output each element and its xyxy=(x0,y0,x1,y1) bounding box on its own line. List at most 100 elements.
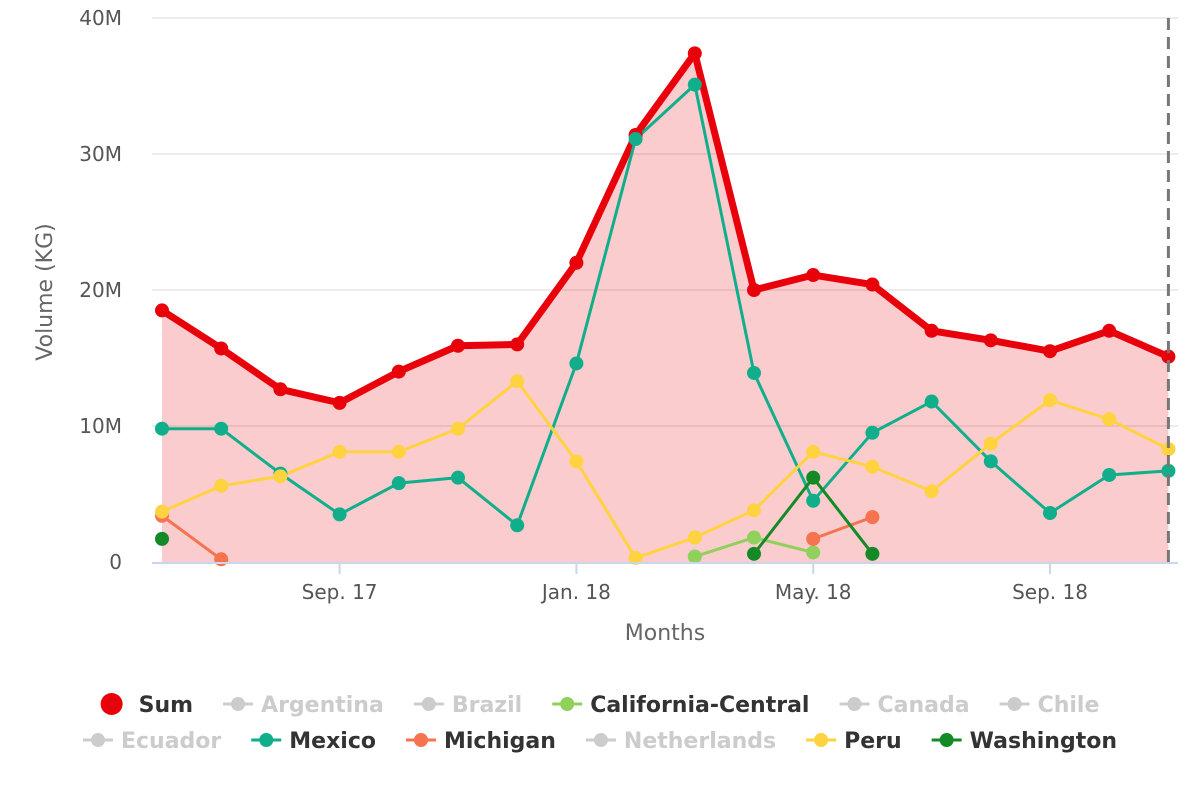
x-axis-title: Months xyxy=(625,621,705,646)
legend-label: Washington xyxy=(970,729,1117,754)
data-point-sum[interactable] xyxy=(1043,344,1057,359)
legend-symbol xyxy=(560,697,575,711)
data-point-washington[interactable] xyxy=(865,546,880,561)
legend-item-california-central[interactable]: California-Central xyxy=(552,693,809,718)
x-tick-label: Jan. 18 xyxy=(540,580,611,604)
data-point-mexico[interactable] xyxy=(391,476,406,491)
legend-item-sum[interactable]: Sum xyxy=(100,693,193,718)
data-point-washington[interactable] xyxy=(806,470,821,485)
legend-item-washington[interactable]: Washington xyxy=(931,729,1117,754)
data-point-mexico[interactable] xyxy=(214,421,229,436)
data-point-peru[interactable] xyxy=(1102,412,1117,427)
legend-item-mexico[interactable]: Mexico xyxy=(251,729,376,754)
data-point-peru[interactable] xyxy=(451,421,465,436)
data-point-mexico[interactable] xyxy=(155,421,169,436)
legend-label: California-Central xyxy=(590,693,809,718)
data-point-sum[interactable] xyxy=(865,277,880,292)
legend-symbol xyxy=(847,697,862,711)
data-point-peru[interactable] xyxy=(687,530,702,545)
data-point-peru[interactable] xyxy=(628,550,643,565)
data-point-peru[interactable] xyxy=(747,503,761,518)
data-point-peru[interactable] xyxy=(1161,442,1176,457)
data-point-peru[interactable] xyxy=(214,478,229,493)
data-point-sum[interactable] xyxy=(806,268,821,283)
data-point-mexico[interactable] xyxy=(924,394,939,409)
legend-label: Chile xyxy=(1038,693,1100,718)
series-line-mexico xyxy=(160,83,1170,527)
data-point-peru[interactable] xyxy=(569,454,584,469)
legend-symbol xyxy=(231,697,246,711)
data-point-mexico[interactable] xyxy=(1102,467,1117,482)
legend-item-chile[interactable]: Chile xyxy=(999,693,1100,718)
data-point-washington[interactable] xyxy=(747,546,761,561)
legend-symbol xyxy=(90,733,105,747)
data-point-sum[interactable] xyxy=(332,395,347,410)
data-point-mexico[interactable] xyxy=(332,507,347,522)
data-point-peru[interactable] xyxy=(332,444,347,459)
data-point-sum[interactable] xyxy=(451,338,465,353)
x-tick-label: May. 18 xyxy=(775,580,852,604)
legend-item-ecuador[interactable]: Ecuador xyxy=(82,729,221,754)
data-point-mexico[interactable] xyxy=(628,132,643,147)
legend-label: Argentina xyxy=(261,693,384,718)
data-point-sum[interactable] xyxy=(687,46,702,61)
data-point-mexico[interactable] xyxy=(687,77,702,92)
legend-symbol xyxy=(593,733,608,747)
data-point-sum[interactable] xyxy=(155,303,169,318)
data-point-mexico[interactable] xyxy=(451,470,465,485)
data-point-mexico[interactable] xyxy=(865,425,880,440)
data-point-sum[interactable] xyxy=(510,337,525,352)
data-point-peru[interactable] xyxy=(806,444,821,459)
data-point-sum[interactable] xyxy=(924,323,939,338)
y-tick-label: 0 xyxy=(109,550,122,574)
legend-label: Netherlands xyxy=(624,729,776,754)
legend-label: Sum xyxy=(139,693,193,718)
x-tick-label: Sep. 18 xyxy=(1012,580,1088,604)
data-point-mexico[interactable] xyxy=(1161,463,1176,478)
data-point-mexico[interactable] xyxy=(510,518,525,533)
data-point-peru[interactable] xyxy=(273,469,288,484)
data-point-mexico[interactable] xyxy=(747,365,761,380)
data-point-washington[interactable] xyxy=(155,531,169,546)
legend-item-argentina[interactable]: Argentina xyxy=(223,693,384,718)
legend-label: Ecuador xyxy=(121,729,221,754)
legend-symbol xyxy=(814,733,829,747)
legend-label: Brazil xyxy=(452,693,522,718)
legend-item-brazil[interactable]: Brazil xyxy=(413,693,522,718)
data-point-peru[interactable] xyxy=(510,374,525,389)
data-point-sum[interactable] xyxy=(1161,349,1176,364)
data-point-california-central[interactable] xyxy=(687,549,702,564)
data-point-sum[interactable] xyxy=(214,341,229,356)
data-point-michigan[interactable] xyxy=(865,510,880,525)
series-area-sum xyxy=(162,53,1169,563)
data-point-california-central[interactable] xyxy=(747,530,761,545)
data-point-sum[interactable] xyxy=(1102,323,1117,338)
data-point-mexico[interactable] xyxy=(983,454,998,469)
data-point-peru[interactable] xyxy=(983,436,998,451)
legend-item-peru[interactable]: Peru xyxy=(806,729,902,754)
data-point-mexico[interactable] xyxy=(806,493,821,508)
legend-item-canada[interactable]: Canada xyxy=(839,693,970,718)
data-point-peru[interactable] xyxy=(865,459,880,474)
data-point-peru[interactable] xyxy=(924,484,939,499)
series-line-peru xyxy=(160,379,1170,560)
data-point-sum[interactable] xyxy=(273,382,288,397)
data-point-sum[interactable] xyxy=(391,364,406,379)
data-point-sum[interactable] xyxy=(983,333,998,348)
series-areas xyxy=(162,53,1169,563)
data-point-peru[interactable] xyxy=(391,444,406,459)
data-point-mexico[interactable] xyxy=(569,356,584,371)
legend-item-netherlands[interactable]: Netherlands xyxy=(585,729,776,754)
data-point-mexico[interactable] xyxy=(1043,506,1057,521)
series-line-sum xyxy=(158,49,1172,407)
data-point-peru[interactable] xyxy=(1043,393,1057,408)
legend-item-michigan[interactable]: Michigan xyxy=(405,729,556,754)
data-point-sum[interactable] xyxy=(747,283,761,297)
data-point-michigan[interactable] xyxy=(214,552,229,567)
data-point-california-central[interactable] xyxy=(806,545,821,560)
data-point-peru[interactable] xyxy=(155,504,169,519)
data-point-sum[interactable] xyxy=(569,255,584,270)
legend-label: Michigan xyxy=(444,729,556,754)
data-point-michigan[interactable] xyxy=(806,531,821,546)
